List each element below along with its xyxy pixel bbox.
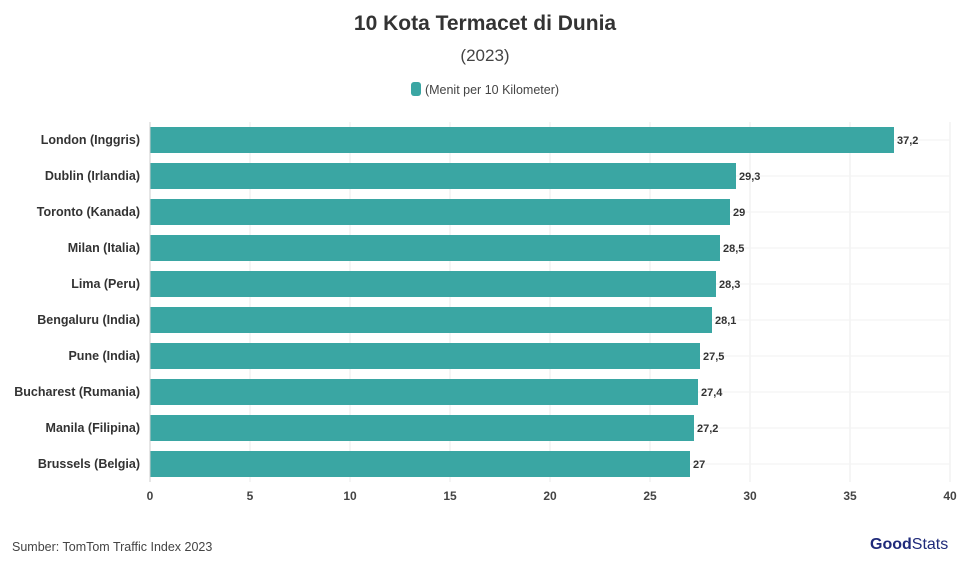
x-tick-label: 25 [643, 489, 657, 503]
chart-title: 10 Kota Termacet di Dunia [353, 12, 617, 35]
plot-area: 0 5 10 15 20 25 30 35 40 London (Inggris) 37,2 Dubl… [14, 122, 957, 503]
y-category-label: Lima (Peru) [71, 277, 140, 291]
data-label: 28,5 [723, 243, 744, 255]
bar [150, 451, 690, 477]
logo-part2: Stats [911, 536, 949, 553]
bar [150, 343, 700, 369]
x-tick-label: 30 [743, 489, 757, 503]
x-tick-label: 15 [443, 489, 457, 503]
data-label: 29 [733, 207, 745, 219]
y-category-label: Dublin (Irlandia) [45, 169, 140, 183]
legend-swatch [410, 82, 421, 96]
bar [150, 127, 894, 153]
bar [150, 307, 712, 333]
data-label: 27,4 [701, 387, 723, 399]
data-label: 27 [693, 459, 705, 471]
logo-part1: Good [870, 536, 912, 553]
source-note: Sumber: TomTom Traffic Index 2023 [12, 540, 213, 554]
x-tick-label: 40 [943, 489, 957, 503]
bar [150, 271, 716, 297]
bar [150, 415, 694, 441]
data-label: 29,3 [739, 171, 760, 183]
legend[interactable]: (Menit per 10 Kilometer) [0, 82, 970, 97]
data-label: 28,3 [719, 279, 740, 291]
goodstats-logo: GoodStats [870, 536, 948, 554]
y-category-label: Manila (Filipina) [46, 421, 140, 435]
chart-subtitle: (2023) [460, 46, 510, 65]
x-tick-label: 35 [843, 489, 857, 503]
bar [150, 235, 720, 261]
x-tick-label: 5 [247, 489, 254, 503]
x-tick-label: 10 [343, 489, 357, 503]
bar [150, 163, 736, 189]
y-category-label: Toronto (Kanada) [37, 205, 140, 219]
bar [150, 379, 698, 405]
y-category-label: London (Inggris) [41, 133, 140, 147]
x-tick-label: 0 [147, 489, 154, 503]
x-tick-label: 20 [543, 489, 557, 503]
bar [150, 199, 730, 225]
y-category-label: Pune (India) [68, 349, 140, 363]
data-label: 27,5 [703, 351, 724, 363]
y-category-label: Bengaluru (India) [37, 313, 140, 327]
legend-label: (Menit per 10 Kilometer) [424, 83, 560, 97]
y-category-label: Milan (Italia) [68, 241, 140, 255]
data-label: 28,1 [715, 315, 736, 327]
data-label: 37,2 [897, 135, 918, 147]
y-category-label: Bucharest (Rumania) [14, 385, 140, 399]
y-category-label: Brussels (Belgia) [38, 457, 140, 471]
data-label: 27,2 [697, 423, 718, 435]
